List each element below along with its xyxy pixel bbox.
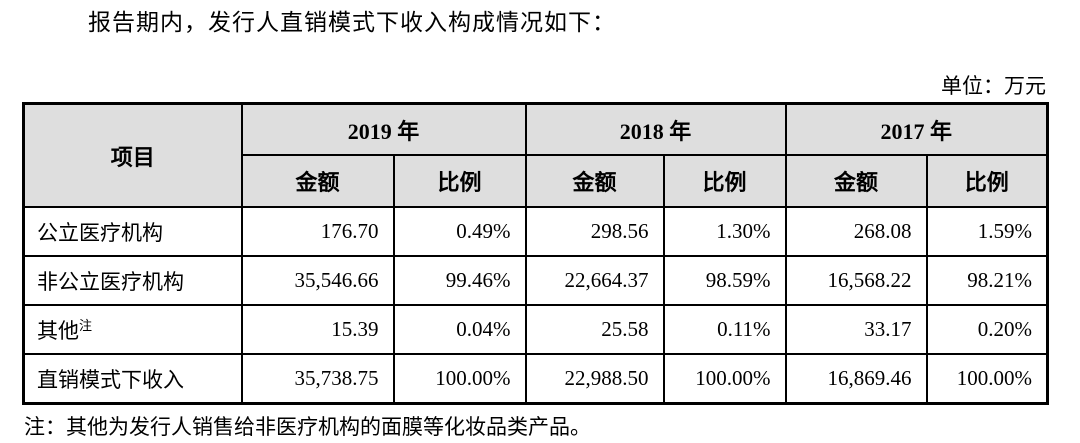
footnote-text: 注：其他为发行人销售给非医疗机构的面膜等化妆品类产品。: [24, 415, 591, 439]
cell-2019-ratio: 0.49%: [392, 206, 527, 257]
cell-2017-amount: 16,568.22: [784, 255, 928, 306]
col-header-ratio-2018: 比例: [662, 154, 787, 208]
cell-2017-amount: 16,869.46: [784, 353, 928, 405]
cell-2018-amount: 25.58: [524, 304, 665, 355]
unit-label: 单位：万元: [941, 74, 1046, 98]
cell-2018-ratio: 0.11%: [662, 304, 787, 355]
col-header-amount-2017: 金额: [784, 154, 928, 208]
table-row-public-medical: 公立医疗机构 176.70 0.49% 298.56 1.30% 268.08 …: [22, 206, 1049, 257]
cell-2018-amount: 22,664.37: [524, 255, 665, 306]
cell-2019-ratio: 0.04%: [392, 304, 527, 355]
col-header-ratio-2019: 比例: [392, 154, 527, 208]
cell-2019-amount: 15.39: [240, 304, 395, 355]
cell-2019-amount: 35,546.66: [240, 255, 395, 306]
cell-2018-ratio: 98.59%: [662, 255, 787, 306]
cell-2018-ratio: 100.00%: [662, 353, 787, 405]
col-header-year-2019: 2019 年: [240, 102, 527, 156]
table-row-other: 其他注 15.39 0.04% 25.58 0.11% 33.17 0.20%: [22, 304, 1049, 355]
cell-2017-amount: 33.17: [784, 304, 928, 355]
col-header-ratio-2017: 比例: [925, 154, 1049, 208]
cell-2018-ratio: 1.30%: [662, 206, 787, 257]
row-item-label: 其他注: [22, 304, 243, 355]
cell-2019-ratio: 99.46%: [392, 255, 527, 306]
row-item-label: 公立医疗机构: [22, 206, 243, 257]
row-item-label: 直销模式下收入: [22, 353, 243, 405]
cell-2019-ratio: 100.00%: [392, 353, 527, 405]
cell-2017-ratio: 98.21%: [925, 255, 1049, 306]
cell-2019-amount: 35,738.75: [240, 353, 395, 405]
cell-2019-amount: 176.70: [240, 206, 395, 257]
footnote-marker: 注: [79, 317, 93, 333]
col-header-amount-2019: 金额: [240, 154, 395, 208]
table-row-nonpublic-medical: 非公立医疗机构 35,546.66 99.46% 22,664.37 98.59…: [22, 255, 1049, 306]
cell-2017-amount: 268.08: [784, 206, 928, 257]
cell-2018-amount: 298.56: [524, 206, 665, 257]
col-header-year-2017: 2017 年: [784, 102, 1049, 156]
header-row-years: 项目 2019 年 2018 年 2017 年: [22, 102, 1049, 208]
revenue-composition-table: 项目 2019 年 2018 年 2017 年 金额 比例 金额 比例 金额 比…: [22, 102, 1050, 405]
table-row-direct-sales-total: 直销模式下收入 35,738.75 100.00% 22,988.50 100.…: [22, 353, 1049, 405]
row-item-label: 非公立医疗机构: [22, 255, 243, 306]
col-header-amount-2018: 金额: [524, 154, 665, 208]
intro-text: 报告期内，发行人直销模式下收入构成情况如下：: [88, 10, 616, 35]
header-row-sub: 金额 比例 金额 比例 金额 比例: [24, 154, 1049, 208]
col-header-year-2018: 2018 年: [524, 102, 787, 156]
cell-2018-amount: 22,988.50: [524, 353, 665, 405]
col-header-item: 项目: [22, 102, 243, 208]
cell-2017-ratio: 1.59%: [925, 206, 1049, 257]
cell-2017-ratio: 100.00%: [925, 353, 1049, 405]
cell-2017-ratio: 0.20%: [925, 304, 1049, 355]
